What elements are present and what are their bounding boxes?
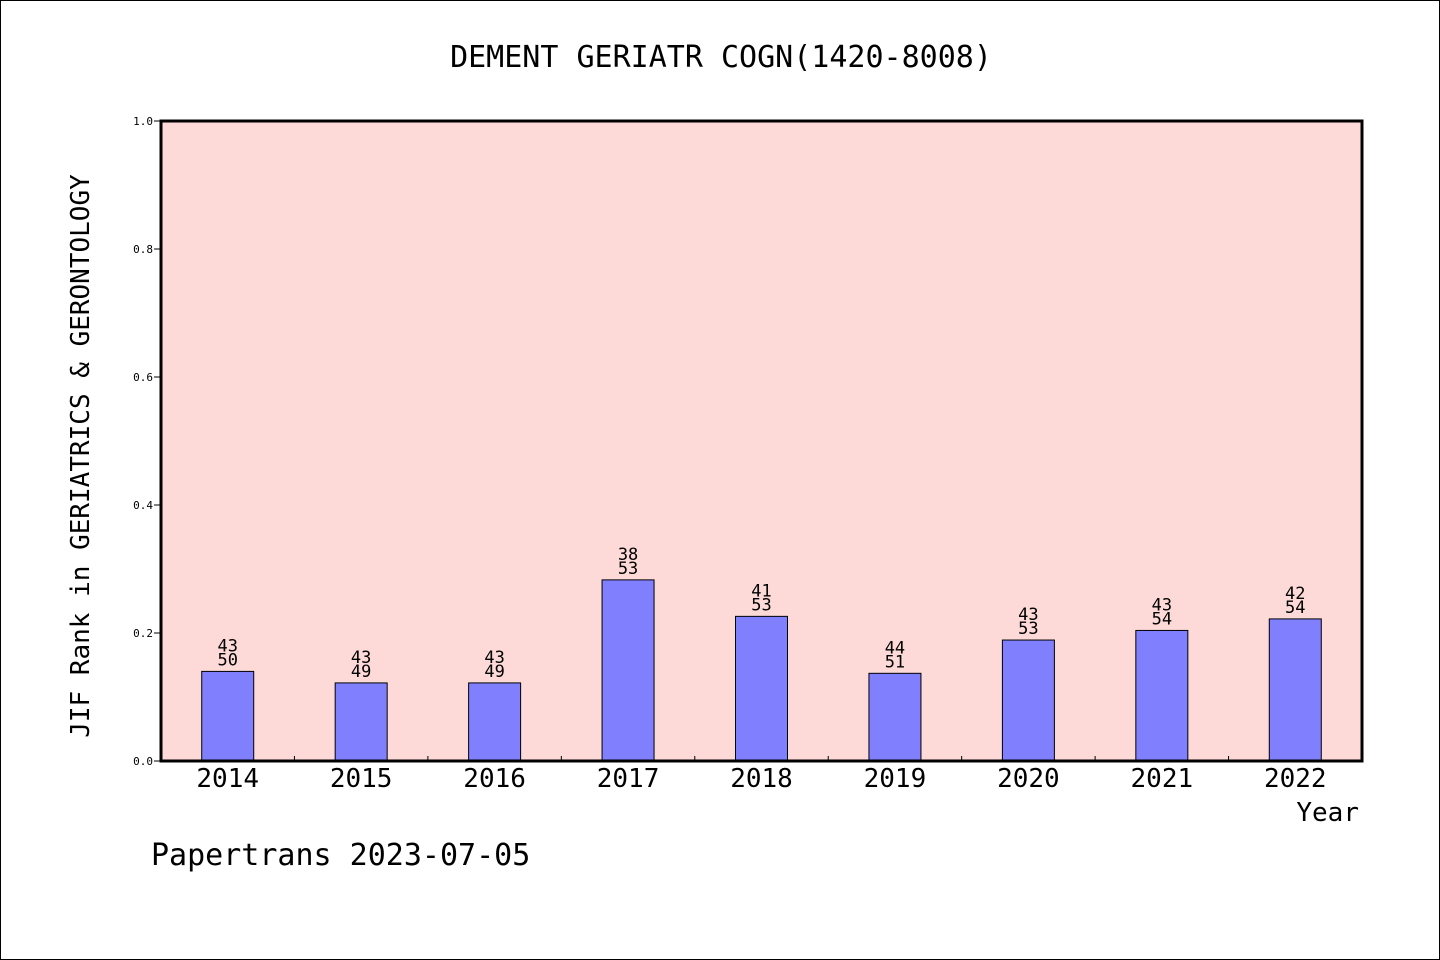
bar-label-rank: 43 [217, 636, 237, 656]
bar-2015 [334, 682, 388, 762]
bar-2019 [868, 672, 922, 762]
bar-label-rank: 43 [484, 648, 504, 668]
bar-label-rank: 44 [885, 638, 905, 658]
bar-2022 [1268, 618, 1322, 762]
x-axis-ticks: 2014 2015 2016 2017 2018 2019 2020 2021 2022 [196, 756, 1327, 794]
y-tick-label: 0.2 [133, 627, 153, 640]
bar-label-total: 53 [618, 559, 638, 579]
bar-label-total: 51 [885, 652, 905, 672]
x-tick-label: 2017 [597, 764, 660, 794]
bar-label-total: 54 [1285, 598, 1305, 618]
bar-label-total: 53 [751, 595, 771, 615]
x-tick-label: 2016 [463, 764, 526, 794]
y-tick-label: 0.6 [133, 371, 153, 384]
bar-label-total: 54 [1152, 609, 1172, 629]
bar-label-rank: 43 [351, 648, 371, 668]
x-tick-label: 2022 [1264, 764, 1327, 794]
bar-label-total: 53 [1018, 619, 1038, 639]
y-axis-ticks: 0.0 0.2 0.4 0.6 0.8 1.0 [133, 115, 161, 768]
x-tick-label: 2021 [1131, 764, 1194, 794]
y-tick-label: 1.0 [133, 115, 153, 128]
y-tick-label: 0.4 [133, 499, 153, 512]
bars [201, 579, 1322, 762]
bar-label-rank: 41 [751, 581, 771, 601]
x-axis-label: Year [1296, 798, 1359, 828]
bar-2014 [201, 670, 255, 762]
bar-label-rank: 38 [618, 545, 638, 565]
bar-2016 [468, 682, 522, 762]
x-tick-label: 2020 [997, 764, 1060, 794]
bar-2017 [601, 579, 655, 762]
watermark-text: Papertrans 2023-07-05 [151, 838, 530, 873]
bar-2020 [1001, 639, 1055, 762]
x-tick-label: 2018 [730, 764, 793, 794]
chart-title: DEMENT GERIATR COGN(1420-8008) [450, 40, 992, 75]
y-tick-label: 0.8 [133, 243, 153, 256]
bar-label-total: 49 [484, 662, 504, 682]
bar-label-total: 49 [351, 662, 371, 682]
bar-label-total: 50 [217, 650, 237, 670]
bar-label-rank: 42 [1285, 584, 1305, 604]
x-tick-label: 2014 [196, 764, 259, 794]
x-tick-label: 2019 [864, 764, 927, 794]
bar-label-rank: 43 [1152, 595, 1172, 615]
bar-2018 [735, 615, 788, 762]
y-tick-label: 0.0 [133, 755, 153, 768]
bar-2021 [1135, 629, 1189, 762]
plot-border [159, 119, 1364, 763]
y-axis-label: JIF Rank in GERIATRICS & GERONTOLOGY [66, 174, 96, 738]
bar-label-rank: 43 [1018, 605, 1038, 625]
x-tick-label: 2015 [330, 764, 393, 794]
